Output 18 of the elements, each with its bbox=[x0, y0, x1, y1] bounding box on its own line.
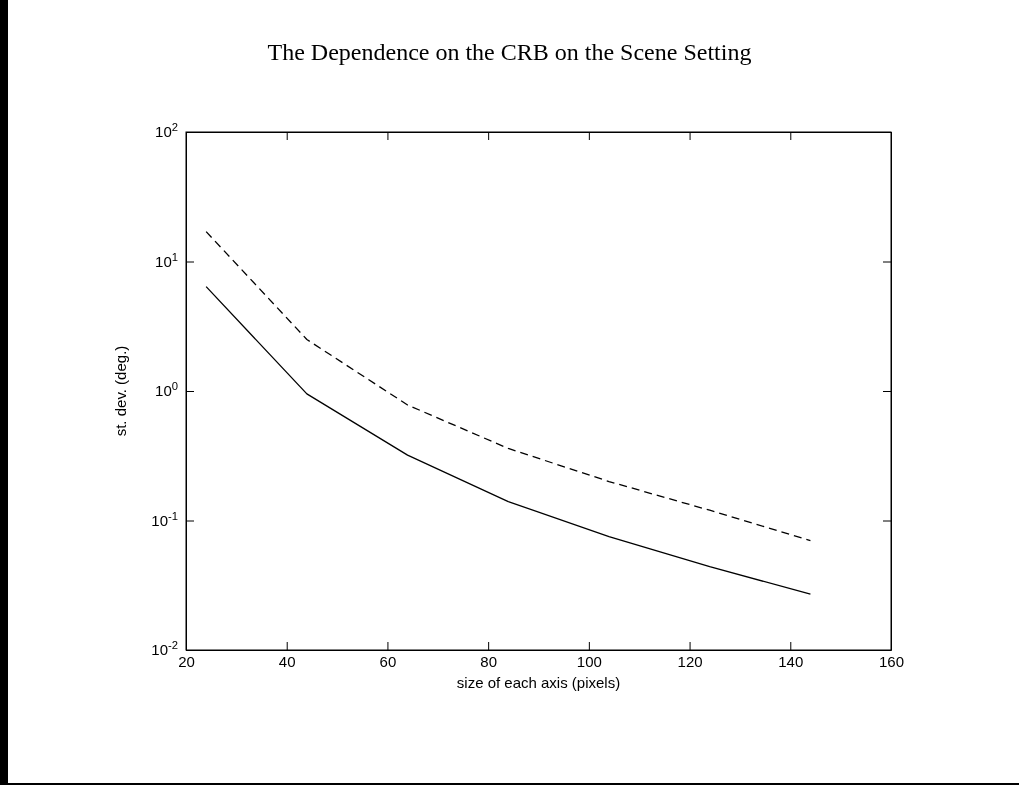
x-tick-label: 160 bbox=[878, 652, 905, 670]
line-series bbox=[205, 285, 812, 595]
chart-title: The Dependence on the CRB on the Scene Setting bbox=[267, 39, 752, 65]
y-tick-label: 10$^{-2}$ bbox=[151, 639, 178, 659]
line-series bbox=[205, 231, 812, 542]
x-tick-label: 40 bbox=[278, 652, 296, 670]
y-tick-label: 10$^{1}$ bbox=[155, 250, 178, 270]
x-axis-title: size of each axis (pixels) bbox=[456, 674, 621, 691]
x-tick-label: 20 bbox=[178, 652, 195, 670]
x-tick-label: 60 bbox=[379, 652, 397, 670]
y-tick-label: 10$^{0}$ bbox=[155, 380, 178, 400]
x-tick-label: 100 bbox=[576, 652, 602, 670]
x-tick-label: 140 bbox=[778, 652, 804, 670]
x-tick-label: 80 bbox=[480, 652, 497, 670]
y-tick-label: 10$^{-1}$ bbox=[151, 509, 178, 529]
y-tick-label: 10$^{2}$ bbox=[155, 121, 178, 141]
x-tick-label: 120 bbox=[677, 652, 703, 670]
y-axis-title: st. dev. (deg.) bbox=[112, 345, 129, 437]
